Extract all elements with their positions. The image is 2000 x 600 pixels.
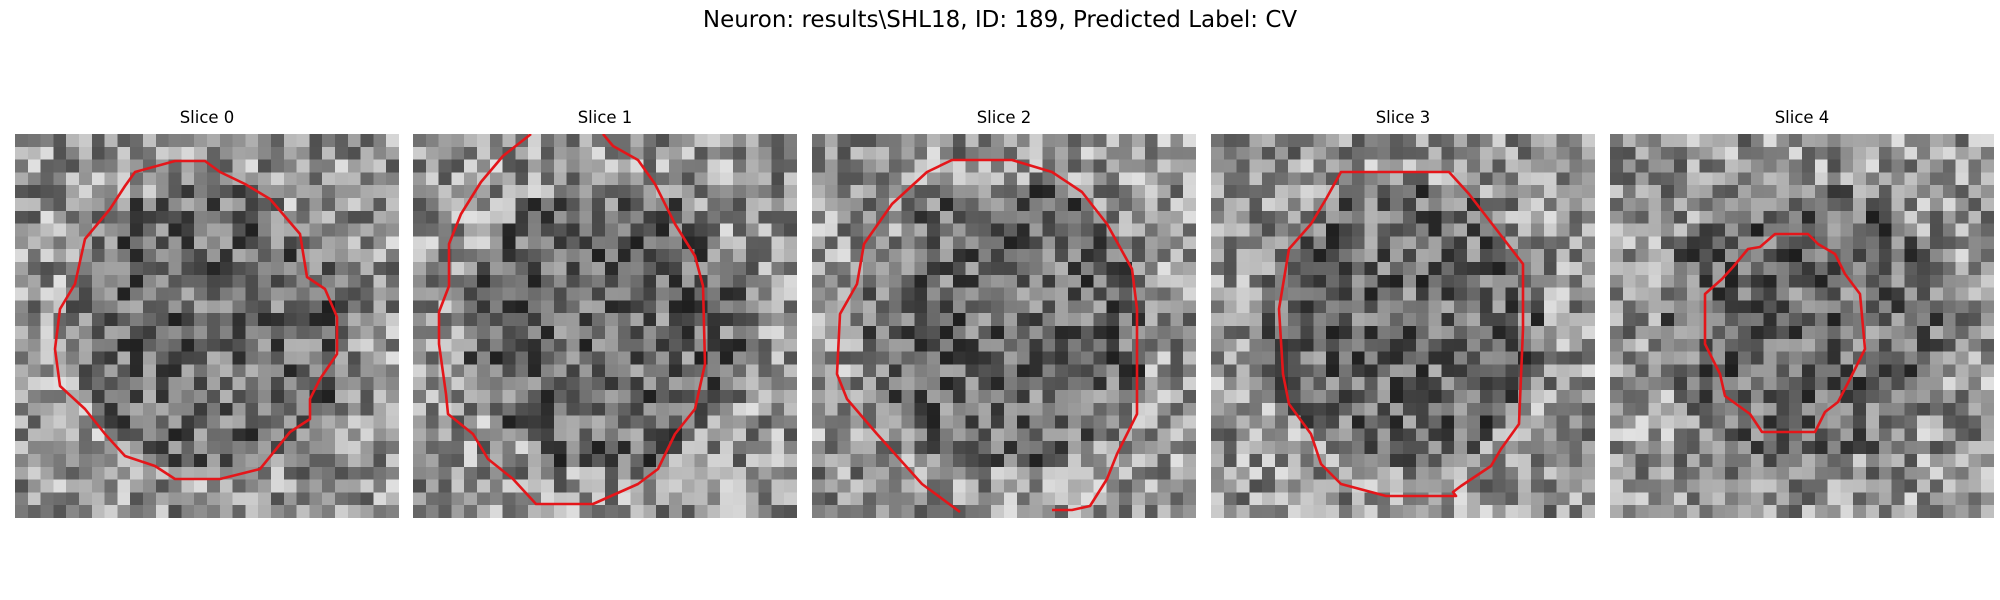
contour-line xyxy=(1277,170,1525,498)
roi-contour xyxy=(1277,170,1525,498)
slice-title: Slice 1 xyxy=(577,108,633,127)
microscopy-slice-image xyxy=(1211,134,1595,518)
roi-contour xyxy=(1703,232,1867,434)
microscopy-slice-image xyxy=(1610,134,1994,518)
roi-contour xyxy=(53,159,339,481)
contour-line xyxy=(53,159,339,481)
microscopy-slice-image xyxy=(413,134,797,518)
grayscale-noise-image xyxy=(1211,134,1595,518)
roi-contour xyxy=(437,134,707,506)
slice-title: Slice 0 xyxy=(179,108,235,127)
contour-line xyxy=(1703,232,1867,434)
roi-contour xyxy=(835,158,1139,514)
grayscale-noise-image xyxy=(413,134,797,518)
grayscale-noise-image xyxy=(812,134,1196,518)
microscopy-slice-image xyxy=(812,134,1196,518)
contour-line xyxy=(437,134,707,506)
microscopy-slice-image xyxy=(15,134,399,518)
contour-line xyxy=(835,158,1139,514)
grayscale-noise-image xyxy=(1610,134,1994,518)
slice-title: Slice 3 xyxy=(1375,108,1431,127)
figure-title: Neuron: results\SHL18, ID: 189, Predicte… xyxy=(702,7,1298,33)
slice-title: Slice 2 xyxy=(976,108,1032,127)
grayscale-noise-image xyxy=(15,134,399,518)
slice-title: Slice 4 xyxy=(1774,108,1830,127)
